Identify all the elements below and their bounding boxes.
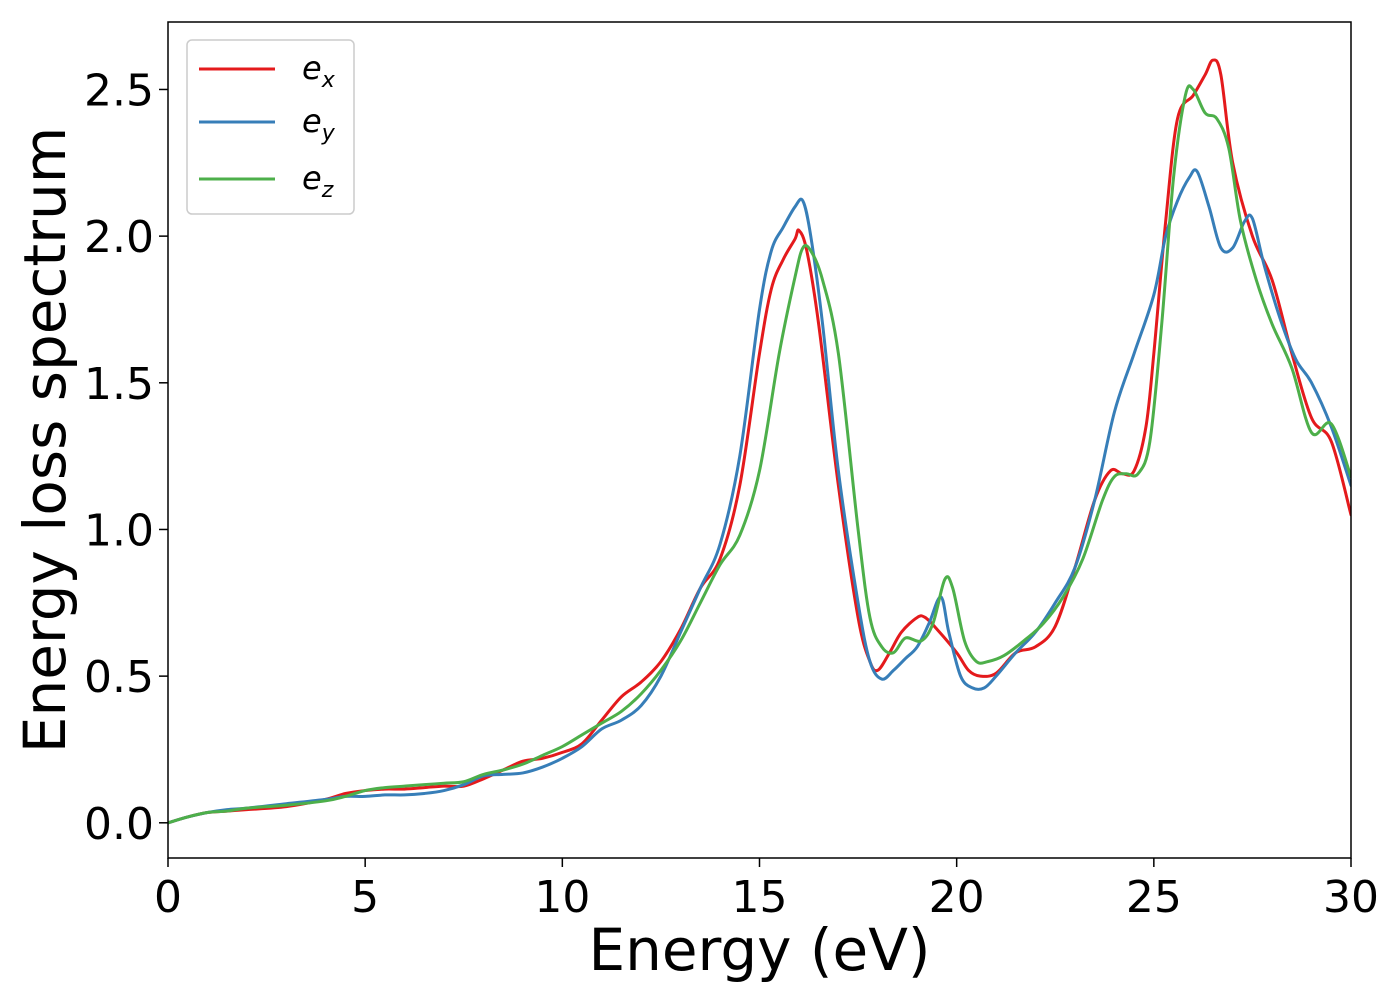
x-tick-label: 10: [534, 872, 590, 923]
legend-box: [186, 39, 355, 215]
series-line-ex: [168, 58, 1351, 825]
x-axis-label: Energy (eV): [588, 916, 930, 984]
series-line-ey: [168, 168, 1351, 825]
x-tick-label: 30: [1323, 872, 1379, 923]
y-tick-label: 2.0: [84, 212, 154, 263]
legend: ex ey ez: [186, 39, 355, 215]
y-tick-label: 2.5: [84, 65, 154, 116]
y-tick-label: 0.0: [84, 799, 154, 850]
y-tick-label: 0.5: [84, 652, 154, 703]
x-tick-label: 20: [929, 872, 985, 923]
legend-label-ex: ex: [302, 49, 336, 93]
plot-background: [168, 22, 1351, 858]
x-tick-label: 25: [1126, 872, 1182, 923]
x-axis-ticks: 0 5 10 15 20 25 30: [154, 858, 1379, 923]
x-tick-label: 0: [154, 872, 182, 923]
x-tick-label: 15: [732, 872, 788, 923]
y-tick-label: 1.0: [84, 505, 154, 556]
series-layer: [168, 58, 1351, 825]
y-tick-label: 1.5: [84, 359, 154, 410]
x-tick-label: 5: [351, 872, 379, 923]
legend-label-ey: ey: [302, 102, 336, 146]
y-axis-label: Energy loss spectrum: [11, 127, 79, 753]
y-axis-ticks: 0.0 0.5 1.0 1.5 2.0 2.5: [84, 65, 168, 850]
legend-label-ez: ez: [302, 159, 334, 203]
series-line-ez: [168, 84, 1351, 825]
